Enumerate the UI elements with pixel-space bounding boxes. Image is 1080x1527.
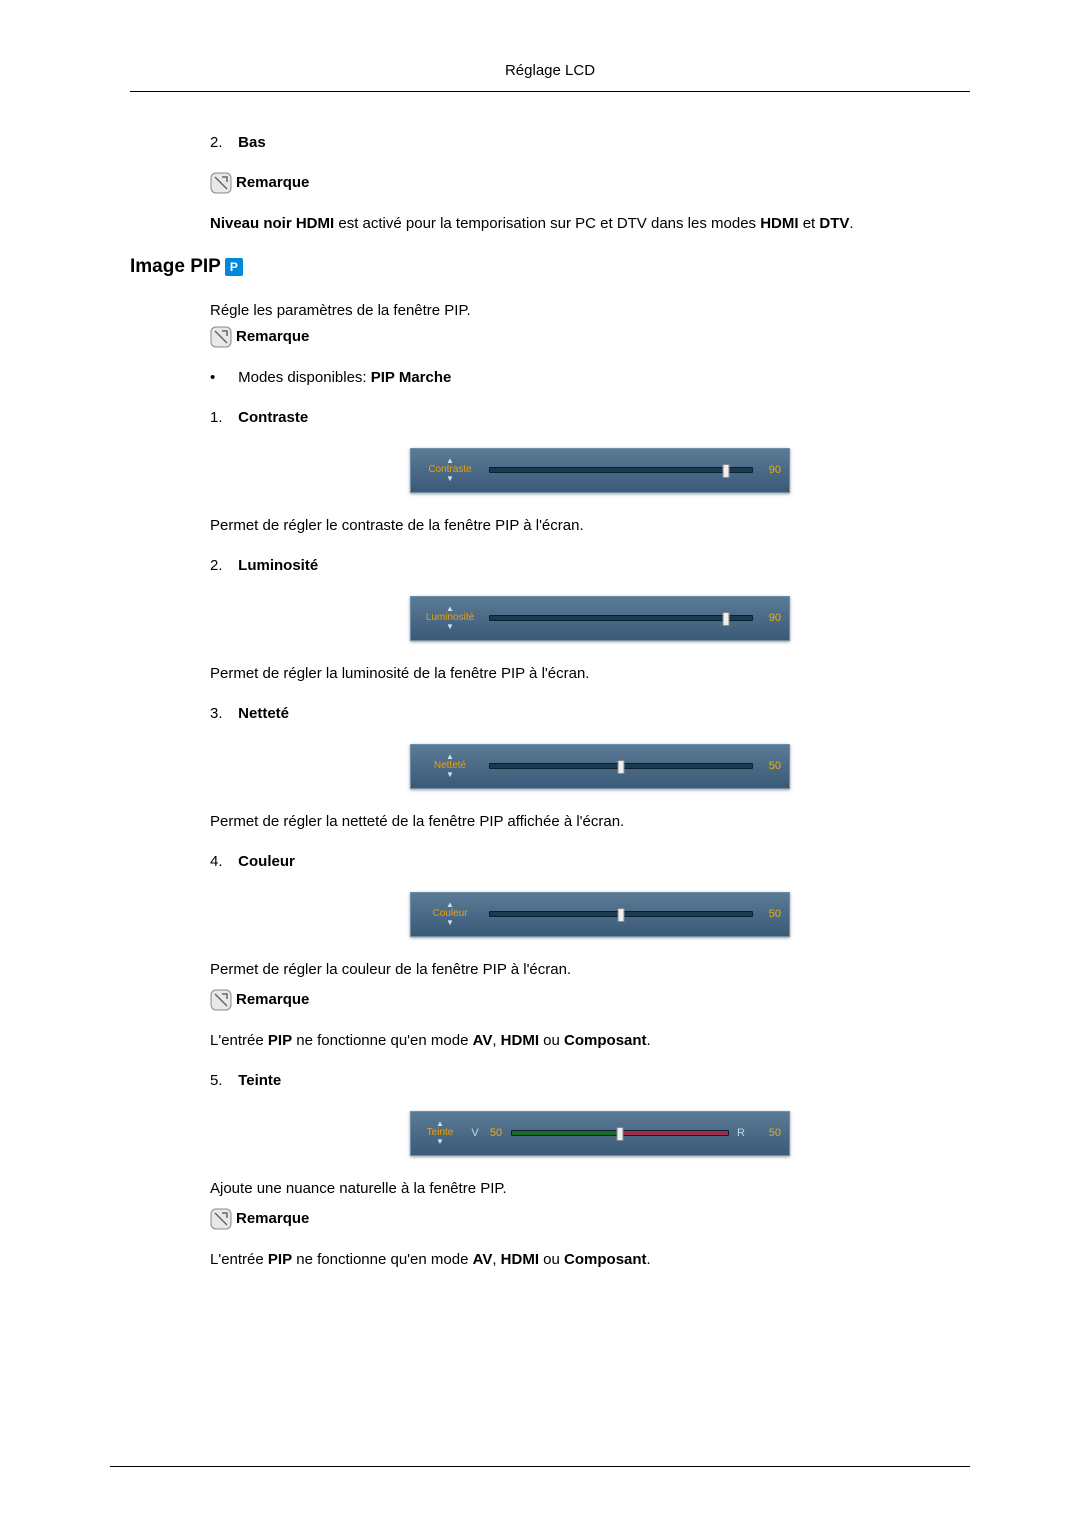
item-label: Netteté: [238, 705, 289, 722]
list-item-contraste: 1. Contraste: [210, 407, 950, 430]
remarque-row: Remarque: [210, 1208, 950, 1231]
slider-value: 50: [753, 758, 781, 775]
list-item-bas: 2. Bas: [210, 132, 950, 155]
item-label: Luminosité: [238, 557, 318, 574]
page-header-title: Réglage LCD: [505, 62, 595, 79]
note-icon: [210, 326, 232, 348]
footer-divider: [110, 1466, 970, 1467]
teinte-left-value: 50: [487, 1125, 505, 1142]
list-item-couleur: 4. Couleur: [210, 851, 950, 874]
item-number: 2.: [210, 132, 234, 155]
section-title-text: Image PIP: [130, 253, 221, 282]
arrow-down-icon: ▼: [436, 1138, 444, 1146]
remarque-row: Remarque: [210, 326, 950, 349]
slider-track[interactable]: [489, 467, 753, 473]
list-item-nettete: 3. Netteté: [210, 703, 950, 726]
luminosite-desc: Permet de régler la luminosité de la fen…: [210, 663, 950, 686]
arrow-down-icon: ▼: [446, 623, 454, 631]
item-label: Couleur: [238, 853, 295, 870]
section-title: Image PIP P: [130, 253, 950, 282]
remarque-label: Remarque: [236, 172, 309, 195]
contraste-desc: Permet de régler le contraste de la fenê…: [210, 515, 950, 538]
osd-luminosite: ▲ Luminosité ▼ 90: [410, 596, 790, 641]
remarque-label: Remarque: [236, 989, 309, 1012]
page-header: Réglage LCD: [130, 60, 970, 92]
list-item-luminosite: 2. Luminosité: [210, 555, 950, 578]
slider-track[interactable]: [489, 615, 753, 621]
item-number: 5.: [210, 1070, 234, 1093]
section-intro: Régle les paramètres de la fenêtre PIP.: [210, 300, 950, 323]
remarque-row: Remarque: [210, 172, 950, 195]
osd-couleur: ▲ Couleur ▼ 50: [410, 892, 790, 937]
couleur-desc: Permet de régler la couleur de la fenêtr…: [210, 959, 950, 982]
osd-nettete: ▲ Netteté ▼ 50: [410, 744, 790, 789]
item-label: Teinte: [238, 1072, 281, 1089]
list-item-teinte: 5. Teinte: [210, 1070, 950, 1093]
slider-track[interactable]: [489, 763, 753, 769]
slider-thumb[interactable]: [722, 464, 729, 478]
p-badge-icon: P: [225, 258, 243, 276]
bullet-dot: •: [210, 367, 234, 390]
slider-thumb[interactable]: [618, 760, 625, 774]
item-number: 4.: [210, 851, 234, 874]
nettete-desc: Permet de régler la netteté de la fenêtr…: [210, 811, 950, 834]
note-icon: [210, 172, 232, 194]
item-number: 3.: [210, 703, 234, 726]
remarque-row: Remarque: [210, 989, 950, 1012]
arrow-down-icon: ▼: [446, 771, 454, 779]
hdmi-note-text: Niveau noir HDMI est activé pour la temp…: [210, 213, 950, 236]
item-number: 1.: [210, 407, 234, 430]
item-label: Contraste: [238, 409, 308, 426]
note-icon: [210, 989, 232, 1011]
slider-track[interactable]: [489, 911, 753, 917]
teinte-left-letter: V: [469, 1125, 481, 1142]
modes-bullet: • Modes disponibles: PIP Marche: [210, 367, 950, 390]
osd-contraste: ▲ Contraste ▼ 90: [410, 448, 790, 493]
pip-note-2: L'entrée PIP ne fonctionne qu'en mode AV…: [210, 1249, 950, 1272]
item-label: Bas: [238, 134, 266, 151]
teinte-track[interactable]: [511, 1130, 729, 1136]
teinte-right-value: 50: [753, 1125, 781, 1142]
pip-note-1: L'entrée PIP ne fonctionne qu'en mode AV…: [210, 1030, 950, 1053]
slider-value: 50: [753, 906, 781, 923]
slider-value: 90: [753, 610, 781, 627]
slider-thumb[interactable]: [618, 908, 625, 922]
item-number: 2.: [210, 555, 234, 578]
note-icon: [210, 1208, 232, 1230]
slider-value: 90: [753, 462, 781, 479]
teinte-right-letter: R: [735, 1125, 747, 1142]
slider-thumb[interactable]: [617, 1127, 624, 1141]
remarque-label: Remarque: [236, 326, 309, 349]
arrow-down-icon: ▼: [446, 475, 454, 483]
remarque-label: Remarque: [236, 1208, 309, 1231]
osd-teinte: ▲ Teinte ▼ V 50 R 50: [410, 1111, 790, 1156]
slider-thumb[interactable]: [722, 612, 729, 626]
arrow-down-icon: ▼: [446, 919, 454, 927]
teinte-desc: Ajoute une nuance naturelle à la fenêtre…: [210, 1178, 950, 1201]
